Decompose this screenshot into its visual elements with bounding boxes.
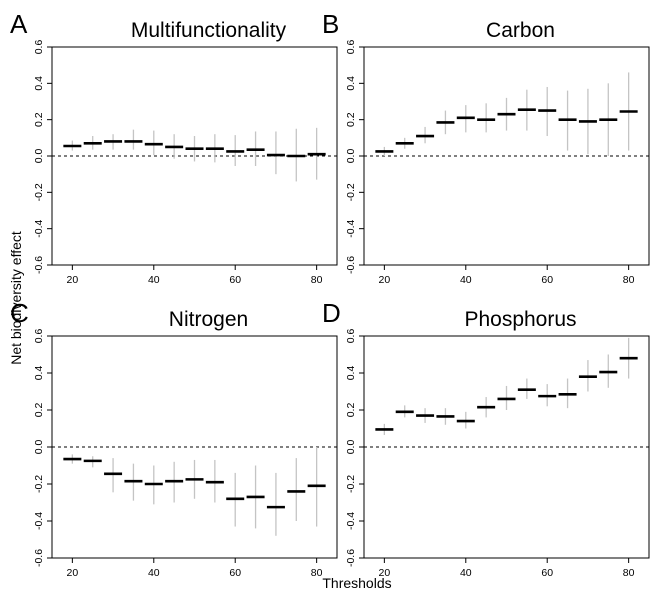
- y-tick-label: 0.2: [33, 112, 45, 127]
- y-tick-label: 0.6: [345, 329, 357, 344]
- x-axis-title: Thresholds: [322, 575, 391, 591]
- y-tick-label: -0.6: [345, 549, 357, 567]
- panel-d: D Phosphorus -0.6 -0.4 -0.2 0.0 0.2 0.4 0.6 20 40 6…: [322, 298, 650, 579]
- x-tick-label: 80: [623, 567, 635, 579]
- panel-letter: D: [322, 298, 341, 328]
- x-tick-label: 20: [379, 567, 391, 579]
- y-tick-label: -0.2: [345, 475, 357, 493]
- panel-title: Carbon: [486, 19, 555, 42]
- y-tick-label: -0.4: [33, 219, 45, 237]
- y-tick-label: -0.4: [345, 512, 357, 530]
- y-axis-title: Net biodiversity effect: [8, 231, 24, 365]
- x-tick-label: 40: [148, 274, 160, 286]
- y-tick-label: 0.4: [345, 76, 357, 91]
- x-tick-label: 80: [623, 274, 635, 286]
- x-tick-label: 40: [148, 567, 160, 579]
- x-tick-label: 80: [311, 274, 323, 286]
- y-tick-label: -0.6: [33, 256, 45, 274]
- panel-letter: C: [10, 298, 29, 328]
- x-tick-label: 60: [229, 567, 241, 579]
- y-tick-label: 0.4: [345, 366, 357, 381]
- y-tick-label: -0.2: [33, 183, 45, 201]
- y-tick-label: 0.2: [345, 112, 357, 127]
- y-tick-label: 0.0: [33, 440, 45, 455]
- panel-a: A Multifunctionality -0.6 -0.4 -0.2 0.0 0.2 0.4…: [10, 9, 338, 286]
- y-tick-label: -0.6: [33, 549, 45, 567]
- y-tick-label: -0.2: [33, 475, 45, 493]
- y-tick-label: 0.0: [345, 149, 357, 164]
- y-tick-label: 0.0: [33, 149, 45, 164]
- x-tick-label: 60: [541, 274, 553, 286]
- y-tick-label: 0.6: [345, 40, 357, 55]
- x-tick-label: 60: [229, 274, 241, 286]
- y-tick-label: -0.6: [345, 256, 357, 274]
- x-tick-label: 40: [460, 567, 472, 579]
- y-tick-label: 0.6: [33, 40, 45, 55]
- panel-letter: A: [10, 9, 28, 39]
- panel-title: Phosphorus: [464, 308, 576, 331]
- panel-letter: B: [322, 9, 339, 39]
- x-tick-label: 20: [67, 274, 79, 286]
- y-tick-label: -0.2: [345, 183, 357, 201]
- y-tick-label: 0.2: [33, 403, 45, 418]
- y-tick-label: 0.6: [33, 329, 45, 344]
- x-tick-label: 40: [460, 274, 472, 286]
- x-tick-label: 80: [311, 567, 323, 579]
- y-tick-label: 0.4: [33, 366, 45, 381]
- x-tick-label: 20: [67, 567, 79, 579]
- x-tick-label: 20: [379, 274, 391, 286]
- panel-b: B Carbon -0.6 -0.4 -0.2 0.0 0.2 0.4 0.6 20 40 60 80: [322, 9, 650, 286]
- y-tick-label: -0.4: [33, 512, 45, 530]
- x-tick-label: 60: [541, 567, 553, 579]
- panel-title: Nitrogen: [169, 308, 248, 331]
- y-tick-label: 0.2: [345, 403, 357, 418]
- y-tick-label: 0.0: [345, 440, 357, 455]
- y-tick-label: 0.4: [33, 76, 45, 91]
- y-tick-label: -0.4: [345, 219, 357, 237]
- panel-title: Multifunctionality: [131, 19, 287, 42]
- panel-c: C Nitrogen -0.6 -0.4 -0.2 0.0 0.2 0.4 0.6 20 40 60 8…: [10, 298, 338, 579]
